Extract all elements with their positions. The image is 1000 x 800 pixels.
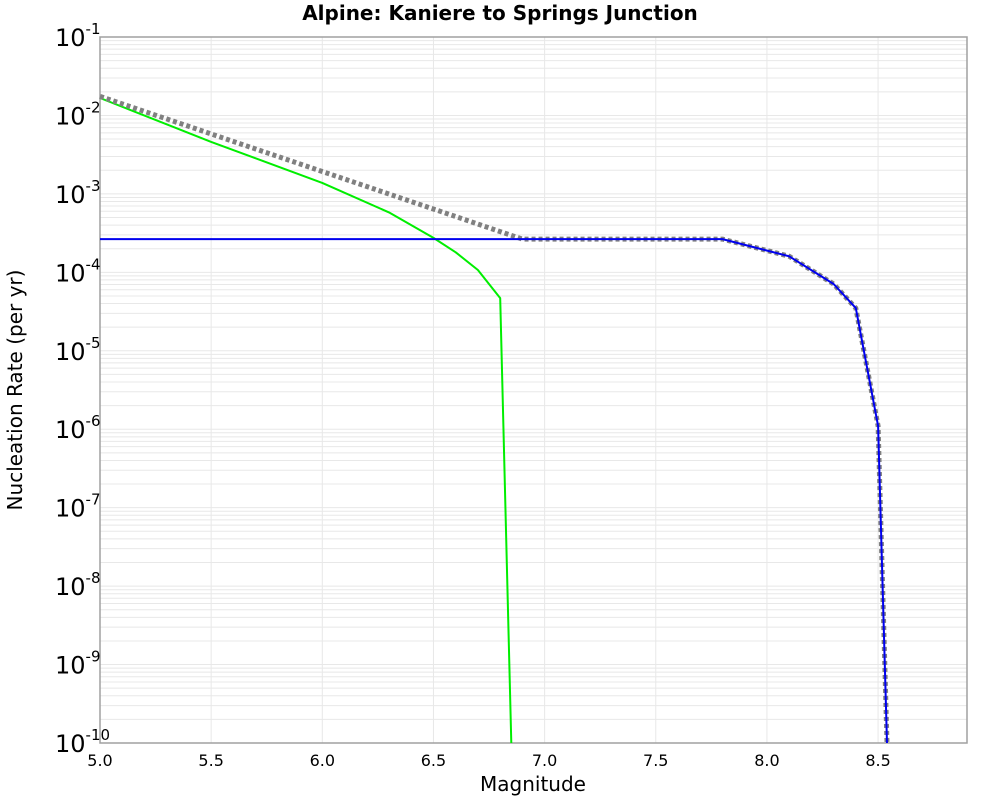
grid-lines [99,37,967,744]
y-tick-label: 10-8 [55,569,101,601]
plot-area-frame [99,36,968,744]
series-green-line [99,97,513,744]
y-axis-label: Nucleation Rate (per yr) [3,270,27,511]
x-tick-label: 5.5 [198,751,223,770]
y-axis-ticks: 10-1 10-2 10-3 10-4 10-5 10-6 10-7 10-8 10-9 10-1… [55,20,110,758]
x-tick-label: 6.5 [421,751,446,770]
series-blue-line [100,238,888,744]
x-tick-label: 5.0 [87,751,112,770]
y-tick-label: 10-10 [55,726,110,758]
chart-title: Alpine: Kaniere to Springs Junction [302,1,698,25]
y-tick-label: 10-5 [55,334,101,366]
y-tick-label: 10-3 [55,177,101,209]
y-tick-label: 10-4 [55,255,101,287]
series-layer [99,94,890,744]
y-tick-label: 10-6 [55,412,101,444]
x-tick-label: 6.0 [310,751,335,770]
x-axis-label: Magnitude [480,772,586,796]
x-tick-label: 7.5 [643,751,668,770]
y-tick-label: 10-1 [55,20,101,52]
y-tick-label: 10-9 [55,648,101,680]
y-tick-label: 10-2 [55,98,101,130]
x-tick-label: 7.0 [532,751,557,770]
x-tick-label: 8.0 [754,751,779,770]
x-tick-label: 8.5 [865,751,890,770]
y-tick-label: 10-7 [55,491,101,523]
x-axis-ticks: 5.0 5.5 6.0 6.5 7.0 7.5 8.0 8.5 [87,751,891,770]
